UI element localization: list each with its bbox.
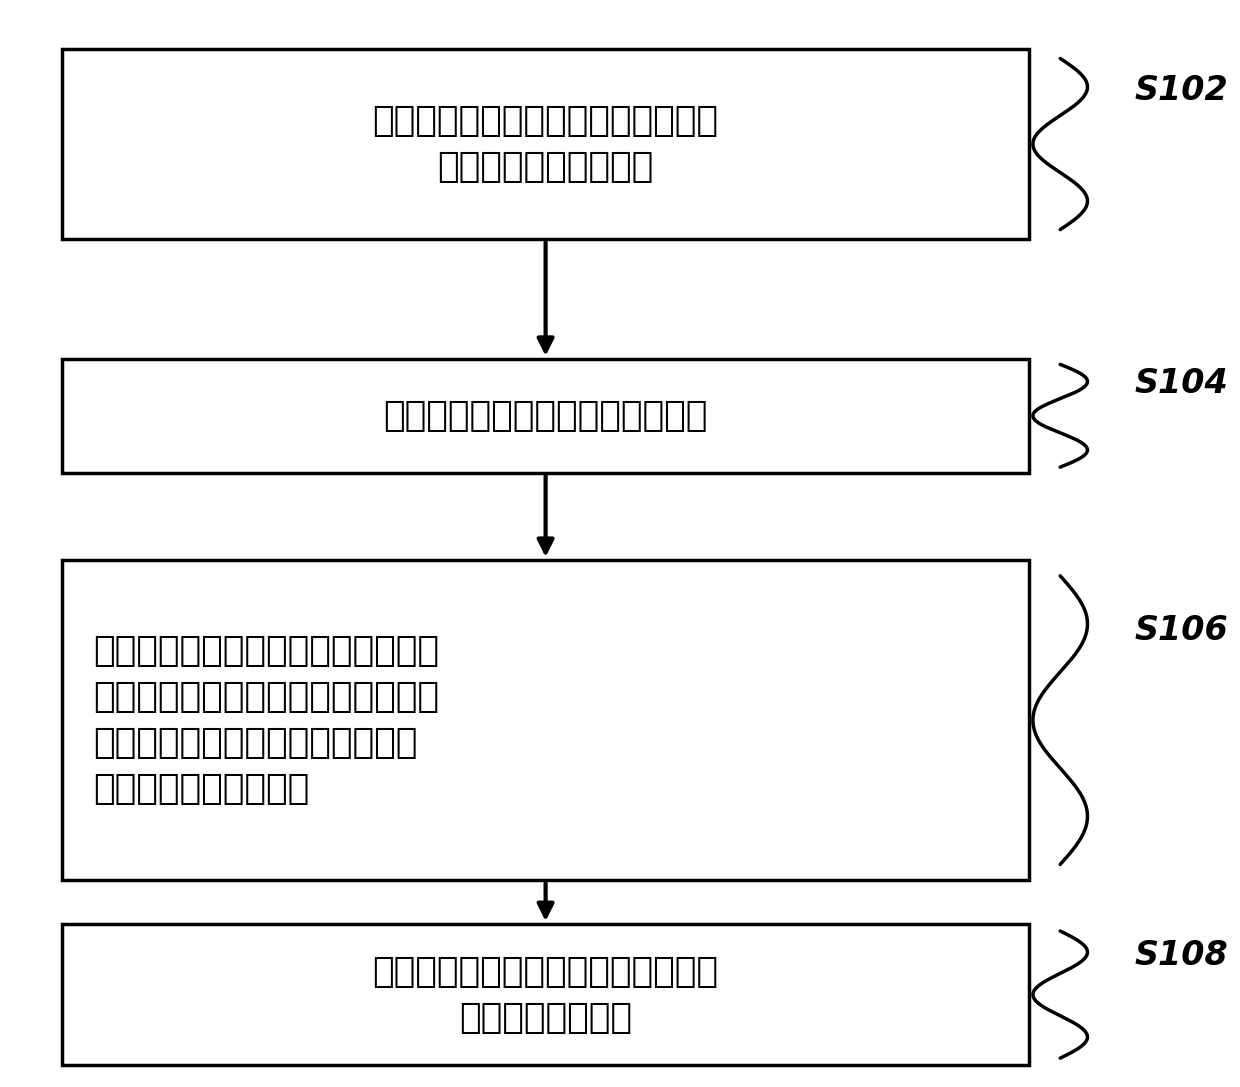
Text: 获取低压配电台区线路中线路末端表
箱及分支箱的运行参数: 获取低压配电台区线路中线路末端表 箱及分支箱的运行参数 <box>372 104 719 184</box>
Text: S106: S106 <box>1135 614 1229 647</box>
Text: S104: S104 <box>1135 367 1229 400</box>
Text: 基于故障维修订单，向运维人员推送
故障维修提示信息: 基于故障维修订单，向运维人员推送 故障维修提示信息 <box>372 954 719 1035</box>
Text: S108: S108 <box>1135 938 1229 972</box>
Bar <box>62 924 1029 1065</box>
Text: S102: S102 <box>1135 74 1229 108</box>
Bar <box>62 49 1029 239</box>
Text: 基于获取到的运行参数和拓扑结构信
息，检测低压配电台区中线路及设备
是否发生故障，并在确定发生故障
时，生成故障维修订单: 基于获取到的运行参数和拓扑结构信 息，检测低压配电台区中线路及设备 是否发生故障… <box>93 634 439 807</box>
Text: 获取低压配电台区的拓扑结构信息: 获取低压配电台区的拓扑结构信息 <box>383 399 708 433</box>
Bar <box>62 359 1029 473</box>
Bar <box>62 560 1029 880</box>
